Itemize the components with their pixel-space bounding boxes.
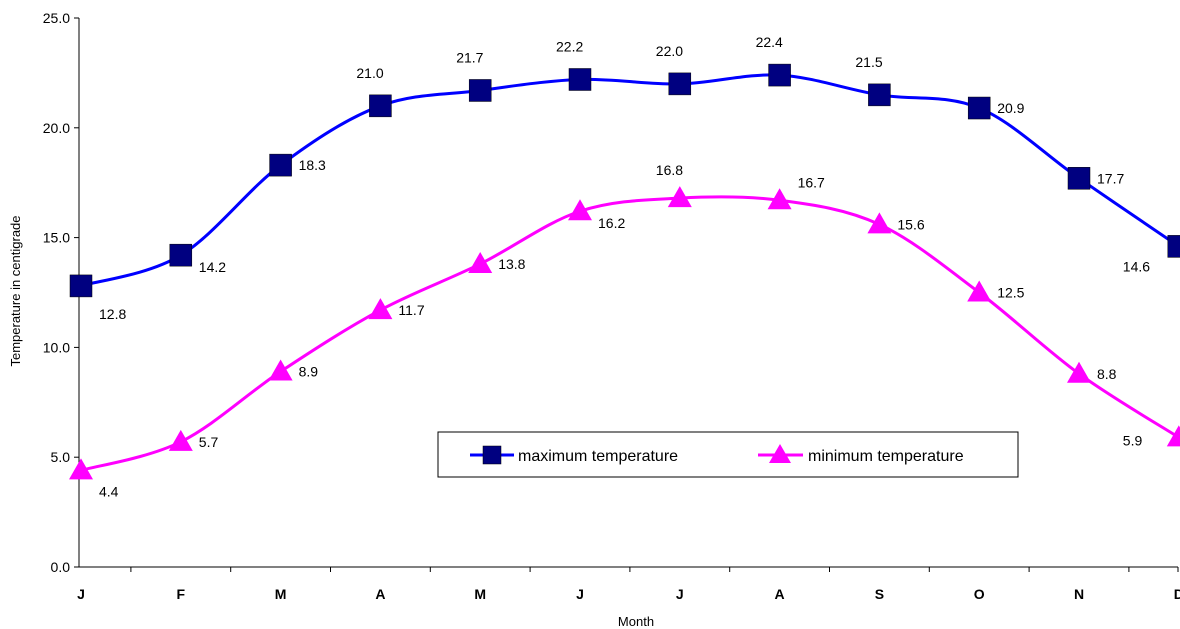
- data-label: 13.8: [498, 256, 525, 272]
- data-label: 16.7: [798, 174, 825, 190]
- data-label: 4.4: [99, 483, 119, 499]
- x-tick-label: F: [177, 586, 186, 602]
- series-maximum: [69, 63, 1180, 298]
- x-tick-label: O: [974, 586, 985, 602]
- data-point-triangle: [69, 458, 93, 480]
- axes: 0.0 5.0 10.0 15.0 20.0 25.0 J F M A M J J A S O N D: [43, 10, 1180, 602]
- data-point-square: [967, 96, 991, 120]
- data-label: 18.3: [299, 157, 326, 173]
- data-point-triangle: [368, 298, 393, 320]
- data-point-triangle: [168, 429, 193, 451]
- x-axis-title: Month: [618, 614, 654, 629]
- data-point-square: [269, 153, 292, 177]
- x-tick-label: J: [676, 586, 684, 602]
- data-label: 16.2: [598, 215, 625, 231]
- legend-min-label: minimum temperature: [808, 448, 964, 465]
- data-point-square: [69, 274, 93, 298]
- data-point-square: [668, 72, 692, 96]
- series-line: [80, 195, 1180, 472]
- y-tick-label: 0.0: [51, 559, 71, 575]
- data-label: 8.9: [299, 364, 319, 380]
- data-label: 16.8: [656, 162, 683, 178]
- legend-max-label: maximum temperature: [518, 448, 678, 465]
- data-point-triangle: [767, 188, 792, 210]
- data-label: 21.5: [855, 54, 882, 70]
- data-label: 5.9: [1123, 432, 1143, 448]
- legend: maximum temperature minimum temperature: [437, 431, 1019, 478]
- data-point-triangle: [568, 199, 592, 221]
- data-point-triangle: [468, 251, 493, 273]
- data-label: 22.2: [556, 38, 583, 54]
- y-axis-title: Temperature in centigrade: [8, 215, 23, 366]
- data-point-square: [868, 83, 891, 107]
- data-label: 21.7: [456, 49, 483, 65]
- data-label: 15.6: [897, 216, 924, 232]
- data-point-triangle: [1166, 425, 1180, 447]
- data-point-square: [468, 79, 492, 102]
- data-point-triangle: [967, 280, 992, 302]
- y-tick-label: 10.0: [43, 339, 70, 355]
- legend-box: [437, 431, 1019, 478]
- data-labels: 12.8 14.2 18.3 21.0 21.7 22.2 22.0 22.4 21.5 20.9…: [99, 34, 1150, 499]
- data-point-triangle: [1067, 361, 1091, 383]
- data-point-square: [1167, 235, 1180, 258]
- data-label: 12.8: [99, 306, 126, 322]
- data-label: 22.0: [656, 43, 683, 59]
- series-group: [69, 63, 1180, 480]
- data-label: 8.8: [1097, 366, 1117, 382]
- data-label: 21.0: [356, 65, 383, 81]
- series-minimum: [69, 186, 1180, 480]
- x-tick-label: A: [375, 586, 385, 602]
- data-point-square: [768, 63, 791, 87]
- data-point-square: [1067, 167, 1091, 190]
- data-label: 11.7: [398, 302, 424, 318]
- x-tick-label: D: [1174, 586, 1180, 602]
- data-label: 5.7: [199, 434, 219, 450]
- legend-min-marker: [769, 444, 791, 463]
- x-tick-label: N: [1074, 586, 1084, 602]
- y-tick-label: 25.0: [43, 10, 70, 26]
- data-point-square: [169, 243, 193, 267]
- legend-max-marker: [482, 445, 502, 465]
- data-point-square: [568, 68, 592, 91]
- data-label: 22.4: [756, 34, 783, 50]
- data-point-square: [369, 94, 392, 118]
- data-point-triangle: [667, 186, 692, 208]
- x-tick-label: M: [474, 586, 486, 602]
- y-tick-label: 20.0: [43, 120, 70, 136]
- x-tick-label: A: [775, 586, 785, 602]
- data-point-triangle: [867, 212, 892, 234]
- data-label: 12.5: [997, 285, 1024, 301]
- data-label: 17.7: [1097, 170, 1124, 186]
- data-point-triangle: [268, 359, 293, 381]
- data-label: 14.6: [1123, 258, 1150, 274]
- x-tick-label: J: [576, 586, 584, 602]
- series-line: [80, 73, 1180, 288]
- x-tick-label: J: [77, 586, 85, 602]
- data-label: 20.9: [997, 100, 1024, 116]
- x-tick-label: M: [275, 586, 287, 602]
- data-label: 14.2: [199, 259, 226, 275]
- y-tick-label: 15.0: [43, 230, 70, 246]
- x-tick-label: S: [875, 586, 884, 602]
- y-tick-label: 5.0: [51, 449, 71, 465]
